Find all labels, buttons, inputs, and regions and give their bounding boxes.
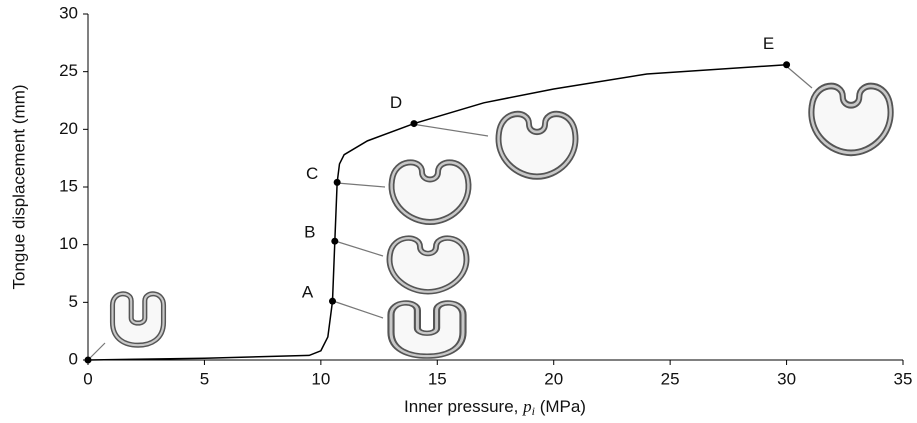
x-label-subscript: i bbox=[532, 404, 535, 418]
x-label-unit: (MPa) bbox=[540, 397, 586, 416]
point-label: B bbox=[304, 223, 315, 242]
x-tick-label: 20 bbox=[544, 369, 563, 388]
point-marker bbox=[783, 61, 791, 69]
point-label: D bbox=[390, 93, 402, 112]
shape-icon bbox=[392, 162, 469, 222]
shape-icon bbox=[811, 86, 890, 153]
point-marker bbox=[331, 237, 339, 245]
x-axis-label: Inner pressure, pi (MPa) bbox=[404, 397, 586, 418]
shape-icon bbox=[391, 303, 463, 356]
x-tick-label: 25 bbox=[661, 369, 680, 388]
x-tick-label: 0 bbox=[83, 369, 92, 388]
point-label: E bbox=[763, 34, 774, 53]
y-tick-label: 15 bbox=[59, 176, 78, 195]
y-axis-label: Tongue displacement (mm) bbox=[9, 84, 28, 289]
y-tick-label: 30 bbox=[59, 3, 78, 22]
x-label-text: Inner pressure, bbox=[404, 397, 518, 416]
y-tick-label: 5 bbox=[69, 292, 78, 311]
leader-line bbox=[334, 240, 384, 257]
y-tick-label: 20 bbox=[59, 119, 78, 138]
leader-line bbox=[411, 123, 489, 137]
leader-line bbox=[89, 342, 106, 359]
x-label-symbol: p bbox=[522, 397, 532, 416]
x-tick-label: 10 bbox=[311, 369, 330, 388]
x-tick-label: 5 bbox=[200, 369, 209, 388]
shape-icons bbox=[89, 64, 891, 359]
point-marker bbox=[329, 297, 336, 305]
point-marker bbox=[84, 356, 92, 364]
y-tick-label: 0 bbox=[69, 349, 78, 368]
shape-icon bbox=[113, 294, 164, 345]
data-line bbox=[87, 63, 787, 361]
point-marker bbox=[333, 178, 341, 186]
leader-line bbox=[332, 300, 384, 319]
leader-line bbox=[784, 64, 813, 89]
y-tick-label: 25 bbox=[59, 61, 78, 80]
y-tick-label: 10 bbox=[59, 234, 78, 253]
leader-line bbox=[336, 182, 386, 188]
point-marker bbox=[410, 120, 418, 128]
shape-icon bbox=[390, 238, 467, 292]
x-tick-label: 35 bbox=[894, 369, 913, 388]
x-tick-label: 30 bbox=[777, 369, 796, 388]
x-tick-label: 15 bbox=[428, 369, 447, 388]
shape-icon bbox=[499, 114, 576, 177]
point-label: A bbox=[302, 283, 314, 302]
point-label: C bbox=[306, 164, 318, 183]
